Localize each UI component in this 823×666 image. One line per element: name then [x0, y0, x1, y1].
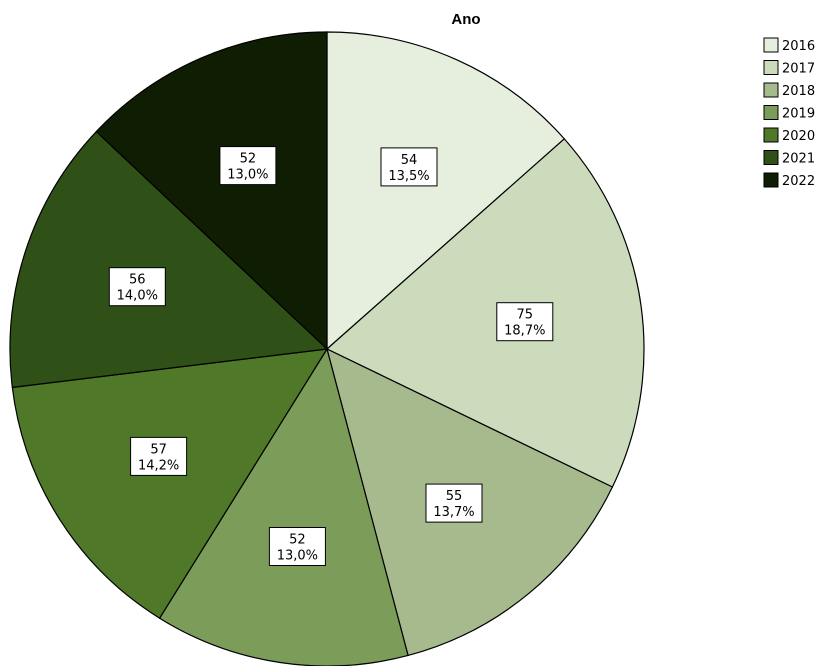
legend-swatch: [763, 37, 779, 53]
slice-label-box: [108, 267, 166, 307]
legend-swatch: [763, 172, 779, 188]
chart-title: Ano: [451, 11, 480, 28]
legend-item-2019: 2019: [763, 105, 815, 122]
slice-value-label: 52: [289, 533, 306, 548]
slice-percent-label: 13,7%: [433, 505, 474, 520]
pie-slice-2016: [326, 31, 566, 351]
slice-value-label: 56: [129, 273, 146, 288]
legend-swatch: [763, 105, 779, 120]
slice-label-box: [425, 483, 483, 523]
slice-value-label: 75: [517, 308, 534, 323]
slice-percent-label: 18,7%: [504, 324, 545, 339]
legend: 2016 2017 2018 2019 2020 2021 2022: [763, 37, 815, 189]
legend-label: 2022: [782, 174, 815, 189]
slice-value-label: 52: [240, 152, 257, 167]
legend-item-2022: 2022: [763, 172, 815, 189]
legend-label: 2017: [782, 62, 815, 77]
slice-labels: 5413,5%7518,7%5513,7%5213,0%5714,2%5614,…: [108, 146, 554, 566]
slice-label-box: [130, 436, 188, 476]
legend-swatch: [763, 127, 779, 143]
slice-percent-label: 14,0%: [117, 289, 158, 304]
legend-item-2016: 2016: [763, 37, 815, 54]
legend-label: 2021: [782, 152, 815, 167]
slice-value-label: 55: [446, 489, 463, 504]
legend-swatch: [763, 82, 779, 98]
legend-label: 2016: [782, 39, 815, 54]
pie-slice-2022: [95, 31, 328, 351]
pie-slice-2021: [9, 130, 329, 389]
slice-label-box: [268, 527, 326, 566]
slice-percent-label: 13,5%: [388, 169, 429, 184]
pie-slice-2019: [158, 347, 409, 666]
legend-item-2018: 2018: [763, 82, 815, 99]
slice-value-label: 57: [150, 442, 167, 457]
legend-item-2017: 2017: [763, 60, 815, 77]
legend-label: 2020: [782, 129, 815, 144]
slice-label-box: [380, 147, 438, 187]
legend-swatch: [763, 150, 779, 165]
slice-label-box: [496, 302, 554, 342]
legend-item-2020: 2020: [763, 127, 815, 144]
legend-swatch: [763, 60, 779, 75]
slice-percent-label: 13,0%: [227, 168, 268, 183]
slice-percent-label: 14,2%: [138, 458, 179, 473]
legend-label: 2018: [782, 84, 815, 99]
legend-label: 2019: [782, 107, 815, 122]
slice-percent-label: 13,0%: [277, 549, 318, 564]
pie-slice-2020: [11, 348, 329, 620]
slice-label-box: [219, 146, 277, 186]
slice-value-label: 54: [401, 153, 418, 168]
pie-slice-2017: [325, 138, 645, 488]
legend-item-2021: 2021: [763, 150, 815, 167]
pie-slices: [9, 31, 645, 666]
